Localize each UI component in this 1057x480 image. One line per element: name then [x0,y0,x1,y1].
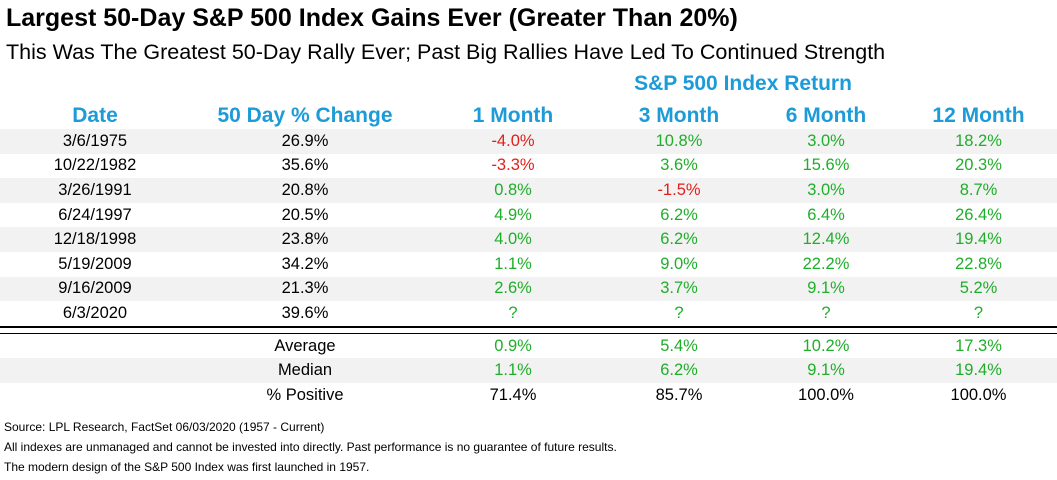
table-cell: 23.8% [190,227,420,252]
source-note: Source: LPL Research, FactSet 06/03/2020… [4,420,325,434]
summary-cell: 0.9% [494,336,532,355]
table-cell: 6.2% [606,227,752,252]
table-cell: ? [973,303,984,322]
table-cell: 3.0% [752,129,900,154]
table-cell: 20.8% [190,178,420,203]
summary-cell: 71.4% [489,385,537,404]
table-cell: 15.6% [802,156,850,175]
table-cell: 26.9% [190,129,420,154]
summary-cell: % Positive [266,385,344,404]
table-cell: 1.1% [494,254,532,273]
table-cell: 3.7% [606,276,752,302]
summary-cell: 85.7% [655,385,703,404]
table-cell: 8.7% [900,178,1057,203]
summary-cell: Average [274,336,336,355]
summary-cell: 6.2% [606,358,752,383]
table-cell: 0.8% [420,178,606,203]
table-cell: 12.4% [752,227,900,252]
table-body: 3/6/1975 26.9% -4.0% 10.8% 3.0% 18.2% 10/22/19… [0,129,1057,408]
table-cell: -4.0% [420,129,606,154]
table-cell: 35.6% [281,156,329,175]
table-cell: -3.3% [491,156,535,175]
table-cell: 20.5% [281,205,329,224]
table-cell: 9.0% [660,254,698,273]
table-cell: ? [508,303,518,322]
table-cell: 5.2% [900,276,1057,302]
summary-cell: 5.4% [660,336,698,355]
summary-cell: 10.2% [802,336,850,355]
table-cell: 12/18/1998 [0,227,190,252]
table-row: 3/26/1991 20.8% 0.8% -1.5% 3.0% 8.7% [0,178,1057,203]
summary-cell: 17.3% [955,336,1002,355]
table-cell: 18.2% [900,129,1057,154]
column-header: 12 Month [932,103,1025,127]
chart-title: Largest 50-Day S&P 500 Index Gains Ever … [6,4,738,32]
summary-row: Median 1.1% 6.2% 9.1% 19.4% [0,358,1057,383]
table-cell: 34.2% [281,254,329,273]
table-cell: 2.6% [420,276,606,302]
divider-cell [0,325,1057,334]
table-cell: 22.2% [802,254,850,273]
table-cell: 3.6% [660,156,698,175]
summary-cell [0,358,190,383]
table-row: 9/16/2009 21.3% 2.6% 3.7% 9.1% 5.2% [0,276,1057,302]
summary-cell [0,383,190,408]
table-cell: 21.3% [190,276,420,302]
table-cell: 3/6/1975 [0,129,190,154]
return-group-header: S&P 500 Index Return [634,72,852,95]
table-cell: ? [821,303,831,322]
table-cell: 4.0% [420,227,606,252]
table-cell: 4.9% [494,205,532,224]
table-row: 5/19/2009 34.2% 1.1% 9.0% 22.2% 22.8% [0,252,1057,277]
table-row: 3/6/1975 26.9% -4.0% 10.8% 3.0% 18.2% [0,129,1057,154]
column-header: 6 Month [785,103,867,127]
table-cell: 19.4% [900,227,1057,252]
table-cell: 39.6% [281,303,329,322]
summary-cell: 100.0% [950,385,1007,404]
table-cell: 3/26/1991 [0,178,190,203]
summary-cell: 19.4% [900,358,1057,383]
column-header: 1 Month [472,103,554,127]
header-row: Date 50 Day % Change 1 Month 3 Month 6 M… [0,102,1057,129]
summary-cell: Median [190,358,420,383]
table-cell: 9/16/2009 [0,276,190,302]
table-cell: 6/3/2020 [62,303,128,322]
summary-cell: 100.0% [798,385,854,404]
column-header: 50 Day % Change [217,103,393,127]
table-cell: -1.5% [606,178,752,203]
table-cell: 6.4% [807,205,845,224]
returns-table: Date 50 Day % Change 1 Month 3 Month 6 M… [0,102,1057,408]
table-row: 6/3/2020 39.6%???? [0,301,1057,327]
table-cell: 6.2% [660,205,698,224]
table-cell: 10/22/1982 [53,156,137,175]
table-cell: ? [674,303,684,322]
table-row: 12/18/1998 23.8% 4.0% 6.2% 12.4% 19.4% [0,227,1057,252]
table-cell: 22.8% [955,254,1002,273]
summary-divider [0,325,1057,334]
table-cell: 6/24/1997 [58,205,132,224]
disclaimer-note: All indexes are unmanaged and cannot be … [4,440,617,454]
table-cell: 26.4% [955,205,1002,224]
summary-cell: 1.1% [420,358,606,383]
table-row: 6/24/1997 20.5% 4.9% 6.2% 6.4% 26.4% [0,203,1057,228]
index-note: The modern design of the S&P 500 Index w… [4,460,370,474]
table-cell: 3.0% [752,178,900,203]
summary-row: Average 0.9% 5.4% 10.2% 17.3% [0,333,1057,358]
summary-row: % Positive 71.4% 85.7% 100.0% 100.0% [0,383,1057,408]
table-cell: 9.1% [752,276,900,302]
table-row: 10/22/1982 35.6% -3.3% 3.6% 15.6% 20.3% [0,154,1057,179]
table-cell: 10.8% [606,129,752,154]
column-header: Date [72,103,118,127]
chart-subtitle: This Was The Greatest 50-Day Rally Ever;… [6,40,886,64]
summary-cell [0,333,190,358]
summary-cell: 9.1% [752,358,900,383]
table-cell: 20.3% [955,156,1002,175]
column-header: 3 Month [638,103,720,127]
table-cell: 5/19/2009 [58,254,132,273]
